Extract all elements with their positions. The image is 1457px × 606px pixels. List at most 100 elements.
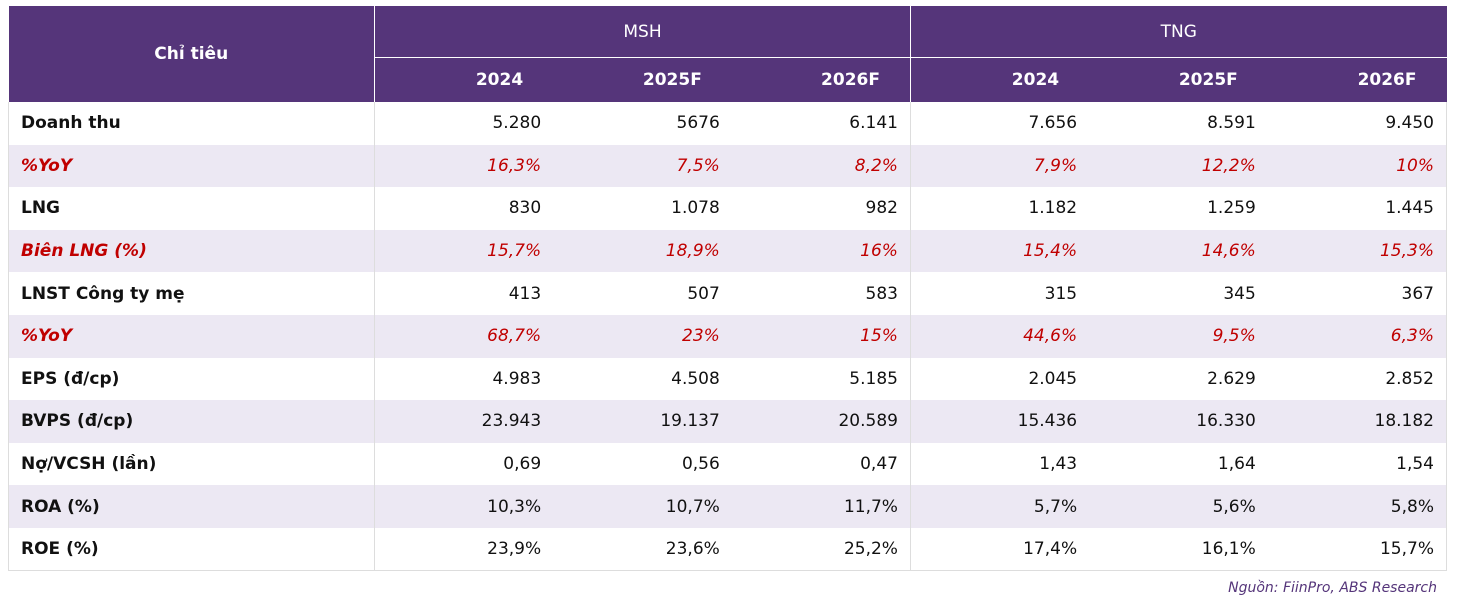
cell-value: 23,6%: [553, 527, 732, 572]
cell-value: 315: [909, 272, 1090, 315]
data-row: LNST Công ty mẹ 413 507 583 315 345 367: [8, 272, 1447, 315]
cell-value: 2.045: [909, 357, 1090, 401]
cell-value: 17,4%: [909, 527, 1090, 572]
cell-value: 23.943: [374, 400, 554, 443]
cell-value: 25,2%: [731, 527, 911, 572]
year-header: 2026F: [731, 57, 911, 102]
data-row: LNG 830 1.078 982 1.182 1.259 1.445: [8, 187, 1447, 230]
cell-value: 5,6%: [1089, 485, 1268, 528]
cell-value: 583: [865, 283, 898, 304]
group-header: MSH: [374, 6, 911, 58]
table-wrap: Chỉ tiêu MSH TNG 2024 2025F 2026F 2024 2025F 202…: [8, 6, 1447, 572]
cell-value: 0,69: [374, 442, 554, 486]
cell-value: 15,4%: [909, 229, 1090, 273]
cell-value: 5676: [676, 113, 720, 134]
row-label: %YoY: [8, 144, 375, 188]
cell-value: 5.185: [849, 368, 898, 389]
row-label: ROA (%): [8, 485, 375, 528]
row-label: %YoY: [8, 314, 375, 358]
corner-header: Chỉ tiêu: [8, 6, 375, 102]
source-note: Nguồn: FiinPro, ABS Research: [1228, 580, 1437, 596]
cell-value: 7,9%: [909, 144, 1090, 188]
data-row: Biên LNG (%) 15,7% 18,9% 16% 15,4% 14,6% 15,3%: [8, 229, 1447, 273]
cell-value: 15,7%: [1267, 527, 1447, 572]
data-row: Nợ/VCSH (lần) 0,69 0,56 0,47 1,43 1,64 1,54: [8, 442, 1447, 486]
data-row: EPS (đ/cp) 4.983 4.508 5.185 2.045 2.629 2.852: [8, 357, 1447, 401]
cell-value: 2.852: [1267, 357, 1447, 401]
data-row: ROA (%) 10,3% 10,7% 11,7% 5,7% 5,6% 5,8%: [8, 485, 1447, 528]
cell-value: 0,47: [860, 454, 898, 475]
row-label: LNST Công ty mẹ: [8, 272, 375, 315]
cell-value: 1.445: [1267, 187, 1447, 230]
cell-value: 19.137: [553, 400, 732, 443]
cell-value: 14,6%: [1089, 229, 1268, 273]
cell-value: 2.629: [1207, 368, 1256, 389]
table-head: Chỉ tiêu MSH TNG 2024 2025F 2026F 2024 2025F 202…: [8, 6, 1447, 102]
cell-value: 1.182: [909, 187, 1090, 230]
cell-value: 15%: [731, 314, 911, 358]
cell-value: 10,3%: [374, 485, 554, 528]
cell-value: 413: [374, 272, 554, 315]
group-header: TNG: [909, 6, 1447, 58]
cell-value: 20.589: [731, 400, 911, 443]
cell-value: 15.436: [909, 400, 1090, 443]
cell-value: 6.141: [849, 113, 898, 134]
cell-value: 23%: [553, 314, 732, 358]
cell-value: 11,7%: [731, 485, 911, 528]
row-label: Doanh thu: [8, 102, 375, 145]
data-row: Doanh thu 5.280 5676 6.141 7.656 8.591 9.450: [8, 102, 1447, 145]
cell-value: 16,1%: [1089, 527, 1268, 572]
cell-value: 0,56: [681, 454, 720, 475]
cell-value: 16%: [731, 229, 911, 273]
comparison-table: Chỉ tiêu MSH TNG 2024 2025F 2026F 2024 2025F 202…: [8, 6, 1447, 572]
cell-value: 6,3%: [1267, 314, 1447, 358]
cell-value: 345: [1223, 283, 1256, 304]
cell-value: 9,5%: [1089, 314, 1268, 358]
cell-value: 1.078: [671, 198, 720, 219]
cell-value: 68,7%: [374, 314, 554, 358]
data-row: %YoY 16,3% 7,5% 8,2% 7,9% 12,2% 10%: [8, 144, 1447, 188]
row-label: Biên LNG (%): [8, 229, 375, 273]
cell-value: 367: [1267, 272, 1447, 315]
row-label: Nợ/VCSH (lần): [8, 442, 375, 486]
cell-value: 1.259: [1207, 198, 1256, 219]
table-body: Doanh thu 5.280 5676 6.141 7.656 8.591 9.450 %Y…: [8, 102, 1447, 572]
data-row: BVPS (đ/cp) 23.943 19.137 20.589 15.436 16.33…: [8, 400, 1447, 443]
year-header: 2025F: [1089, 57, 1268, 102]
row-label: BVPS (đ/cp): [8, 400, 375, 443]
year-header: 2024: [374, 57, 554, 102]
year-header: 2024: [909, 57, 1090, 102]
cell-value: 18,9%: [553, 229, 732, 273]
cell-value: 10%: [1267, 144, 1447, 188]
cell-value: 982: [865, 198, 898, 219]
header-row: 2024 2025F 2026F 2024 2025F 2026F: [9, 57, 1447, 102]
cell-value: 5,7%: [909, 485, 1090, 528]
cell-value: 23,9%: [374, 527, 554, 572]
year-header: 2025F: [553, 57, 732, 102]
cell-value: 830: [374, 187, 554, 230]
cell-value: 1,43: [909, 442, 1090, 486]
cell-value: 12,2%: [1089, 144, 1268, 188]
cell-value: 7,5%: [553, 144, 732, 188]
year-header: 2026F: [1267, 57, 1447, 102]
cell-value: 16,3%: [374, 144, 554, 188]
cell-value: 44,6%: [909, 314, 1090, 358]
cell-value: 9.450: [1267, 102, 1447, 145]
cell-value: 8,2%: [731, 144, 911, 188]
cell-value: 507: [687, 283, 720, 304]
data-row: ROE (%) 23,9% 23,6% 25,2% 17,4% 16,1% 15,7%: [8, 527, 1447, 572]
cell-value: 1,54: [1267, 442, 1447, 486]
cell-value: 15,7%: [374, 229, 554, 273]
row-label: EPS (đ/cp): [8, 357, 375, 401]
cell-value: 4.983: [374, 357, 554, 401]
cell-value: 1,64: [1217, 454, 1256, 475]
header-row: Chỉ tiêu MSH TNG: [8, 6, 1447, 102]
cell-value: 16.330: [1089, 400, 1268, 443]
cell-value: 5,8%: [1267, 485, 1447, 528]
cell-value: 15,3%: [1267, 229, 1447, 273]
row-label: ROE (%): [8, 527, 375, 572]
cell-value: 4.508: [671, 368, 720, 389]
cell-value: 10,7%: [553, 485, 732, 528]
row-label: LNG: [8, 187, 375, 230]
